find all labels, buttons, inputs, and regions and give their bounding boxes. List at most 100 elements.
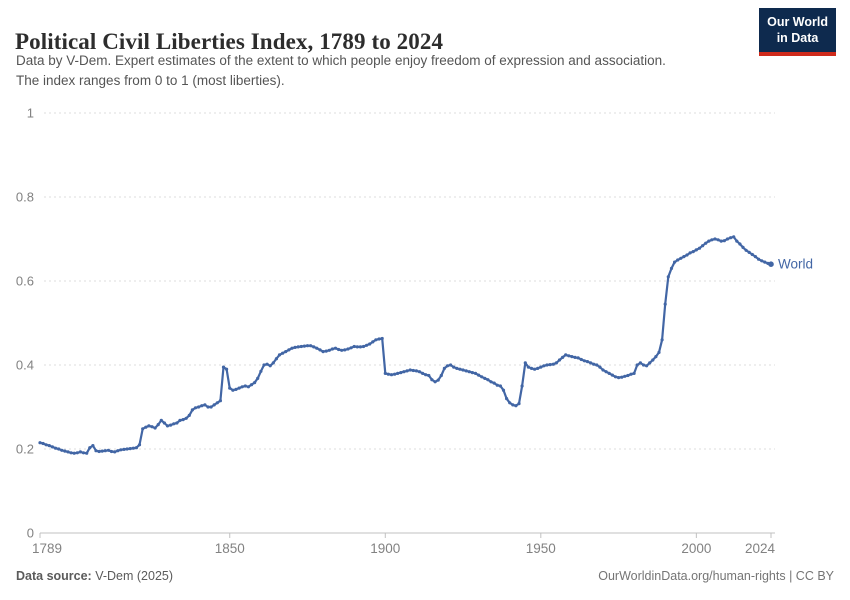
data-point-marker xyxy=(281,351,285,355)
data-point-marker xyxy=(156,423,160,427)
series-label-world[interactable]: World xyxy=(778,257,813,272)
data-point-marker xyxy=(100,449,104,453)
data-point-marker xyxy=(557,358,562,362)
data-point-marker xyxy=(430,378,434,382)
owid-url-license-link[interactable]: OurWorldinData.org/human-rights | CC BY xyxy=(598,569,834,583)
data-point-marker xyxy=(470,371,474,375)
data-point-marker xyxy=(517,402,521,406)
data-point-marker xyxy=(682,255,686,259)
data-point-marker xyxy=(299,344,303,349)
data-point-marker xyxy=(697,246,702,250)
data-point-marker xyxy=(495,383,499,387)
data-point-marker xyxy=(511,403,515,407)
data-point-marker xyxy=(452,365,456,369)
owid-logo-line2: in Data xyxy=(776,31,819,46)
data-point-marker xyxy=(458,367,462,371)
data-point-marker xyxy=(427,373,431,378)
x-tick-label-1950: 1950 xyxy=(526,541,556,556)
x-tick-label-2024: 2024 xyxy=(745,541,776,556)
owid-logo[interactable]: Our World in Data xyxy=(759,8,836,56)
data-point-marker xyxy=(237,386,241,390)
data-point-marker xyxy=(178,418,182,422)
data-point-marker xyxy=(753,255,758,259)
y-tick-label: 1 xyxy=(27,106,34,121)
data-point-marker xyxy=(526,365,531,369)
data-point-marker xyxy=(361,344,366,349)
data-point-marker xyxy=(50,445,55,449)
data-point-marker xyxy=(333,346,338,350)
data-point-marker xyxy=(536,366,540,370)
data-point-marker xyxy=(330,347,334,351)
x-tick-label-1900: 1900 xyxy=(370,541,400,556)
data-point-marker xyxy=(193,406,198,410)
data-point-marker xyxy=(402,370,406,374)
series-line-world[interactable] xyxy=(38,235,773,455)
data-point-marker xyxy=(679,256,683,260)
data-point-marker xyxy=(309,344,313,348)
data-point-marker xyxy=(253,381,257,385)
x-tick-label-2000: 2000 xyxy=(681,541,711,556)
data-point-marker xyxy=(520,384,524,388)
data-point-marker xyxy=(302,344,306,348)
y-tick-label: 0.6 xyxy=(16,274,34,289)
data-point-marker xyxy=(324,349,328,353)
data-point-marker xyxy=(190,408,194,412)
data-point-marker xyxy=(187,413,191,417)
data-point-marker xyxy=(165,424,170,428)
data-point-marker xyxy=(63,449,67,453)
data-point-marker xyxy=(44,443,48,447)
data-point-marker xyxy=(713,237,717,241)
data-point-marker xyxy=(215,401,219,405)
data-point-marker xyxy=(732,235,736,239)
data-point-marker xyxy=(389,373,394,377)
data-point-marker xyxy=(162,421,166,425)
data-point-marker xyxy=(396,371,400,375)
data-point-marker xyxy=(321,350,325,354)
data-point-marker xyxy=(508,401,512,405)
data-point-marker xyxy=(134,446,138,450)
data-point-marker xyxy=(486,378,490,382)
data-point-marker xyxy=(533,367,537,371)
data-point-marker xyxy=(371,340,375,344)
data-point-marker xyxy=(505,397,509,401)
data-point-marker xyxy=(567,354,571,358)
data-point-marker xyxy=(206,405,210,409)
data-point-marker xyxy=(88,446,92,450)
data-point-marker xyxy=(305,344,310,348)
data-point-marker xyxy=(352,344,356,349)
data-point-marker xyxy=(604,370,608,374)
data-point-marker xyxy=(137,443,142,447)
data-point-marker xyxy=(150,425,154,429)
subtitle-line-1: Data by V-Dem. Expert estimates of the e… xyxy=(16,53,666,68)
data-point-marker xyxy=(374,338,378,342)
data-point-marker xyxy=(685,253,689,257)
data-point-marker xyxy=(545,363,549,367)
data-point-marker xyxy=(417,370,422,374)
data-source-value: V-Dem (2025) xyxy=(91,569,174,583)
data-point-marker xyxy=(318,348,322,352)
data-point-marker xyxy=(716,238,720,242)
data-point-marker xyxy=(694,248,698,252)
data-point-marker xyxy=(411,368,415,373)
data-point-marker xyxy=(243,384,247,388)
data-point-marker xyxy=(368,342,372,346)
data-point-marker xyxy=(290,346,294,350)
data-point-marker xyxy=(159,418,163,422)
data-point-marker xyxy=(710,238,714,242)
data-point-marker xyxy=(738,242,742,246)
data-point-marker xyxy=(57,447,61,451)
data-point-marker xyxy=(203,403,207,407)
data-point-marker xyxy=(355,345,359,349)
data-point-marker xyxy=(707,239,711,243)
data-point-marker xyxy=(554,361,559,365)
data-point-marker xyxy=(542,364,546,368)
data-point-marker xyxy=(200,404,204,408)
data-point-marker xyxy=(442,366,446,370)
data-point-marker xyxy=(405,369,409,373)
data-point-marker xyxy=(669,266,674,270)
data-point-marker xyxy=(744,248,748,252)
data-point-marker xyxy=(94,449,98,453)
data-point-marker xyxy=(346,347,350,351)
data-point-marker xyxy=(760,259,764,263)
chart-footer: Data source: V-Dem (2025) OurWorldinData… xyxy=(16,569,834,583)
